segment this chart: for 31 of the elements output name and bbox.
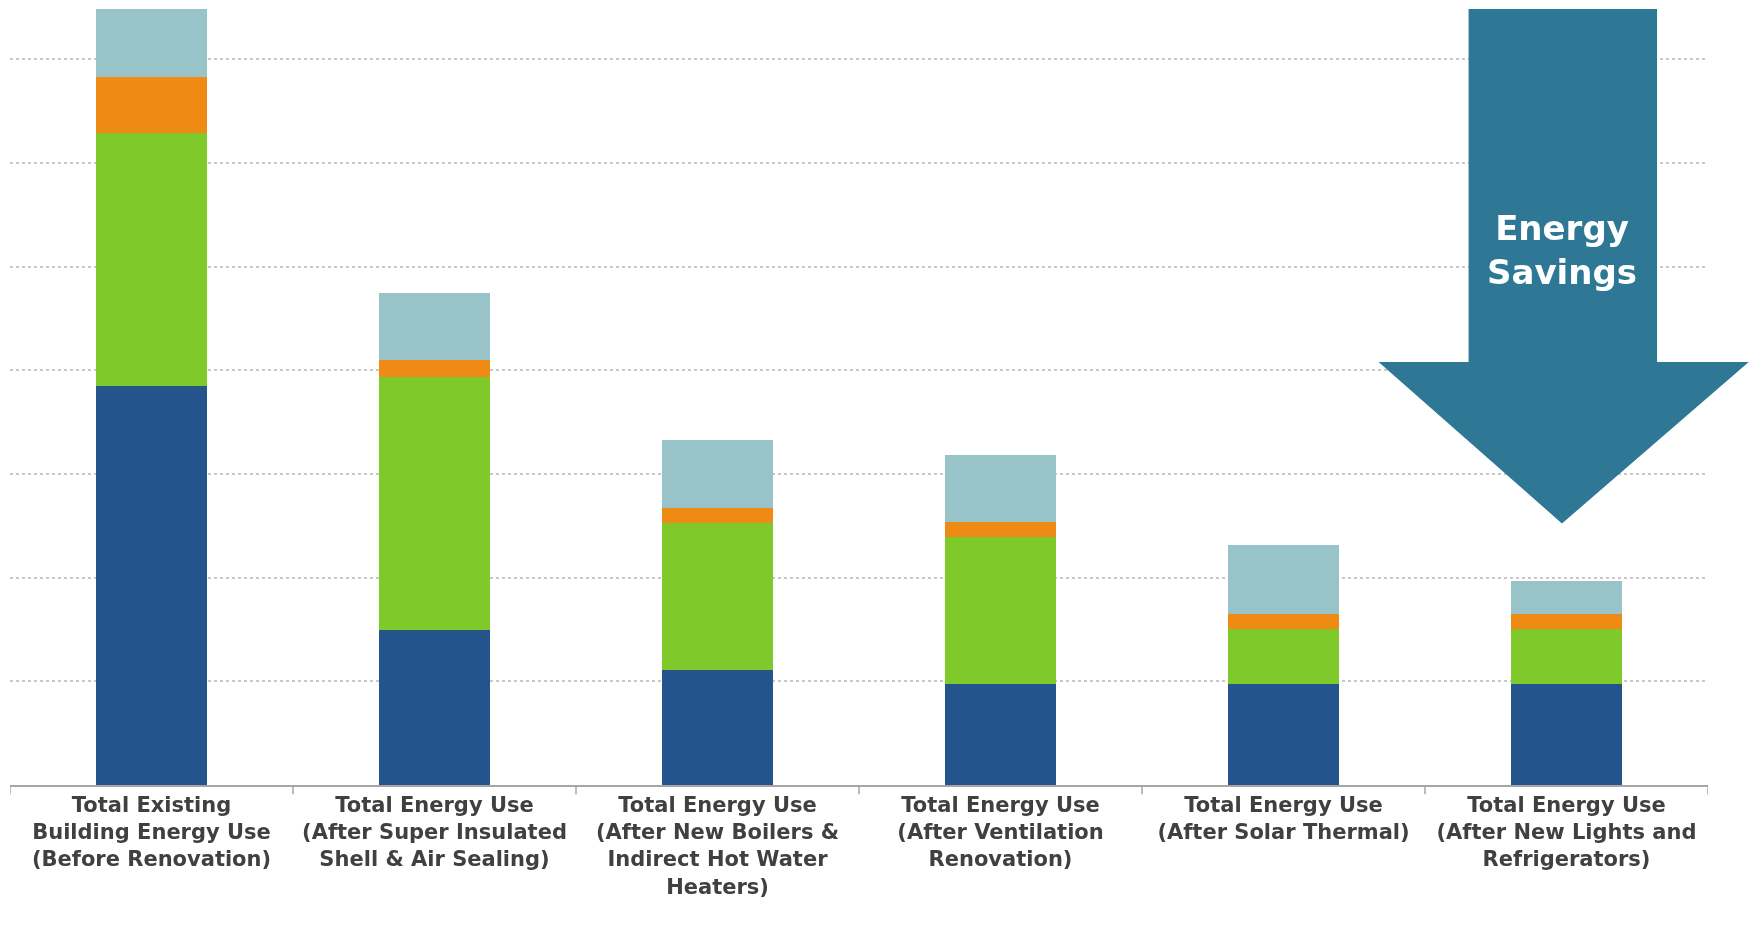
bar [1511,629,1622,685]
bar [1228,684,1339,785]
bar [945,537,1056,685]
bar [1511,580,1622,614]
bar [96,133,207,387]
bar [662,507,773,523]
bar [1511,684,1622,785]
x-tick-label: Total Energy Use (After Solar Thermal) [1157,792,1410,844]
bar [96,386,207,785]
bar [96,9,207,78]
x-tick-label: Total Energy Use (After New Lights and Refrigerators) [1436,792,1697,872]
bar [945,455,1056,522]
bar [662,522,773,671]
bar [379,293,490,360]
annotation: Energy Savings [1487,208,1638,293]
bar [1228,613,1339,630]
bar [945,684,1056,785]
bar [379,376,490,630]
bar [1228,545,1339,614]
x-tick-label: Total Existing Building Energy Use (Before Renovation) [31,792,272,872]
bar [662,670,773,785]
x-tick-label: Total Energy Use (After Ventilation Renovation) [897,792,1104,872]
x-tick-label: Total Energy Use (After New Boilers & Indirect Hot Water Heaters) [595,792,840,899]
bar [945,521,1056,538]
bar [662,439,773,508]
x-tick-label: Total Energy Use (After Super Insulated Shell & Air Sealing) [302,792,567,872]
bar [96,77,207,134]
bar [1511,613,1622,630]
bar [1228,629,1339,685]
bar [379,359,490,377]
bar [379,629,490,785]
